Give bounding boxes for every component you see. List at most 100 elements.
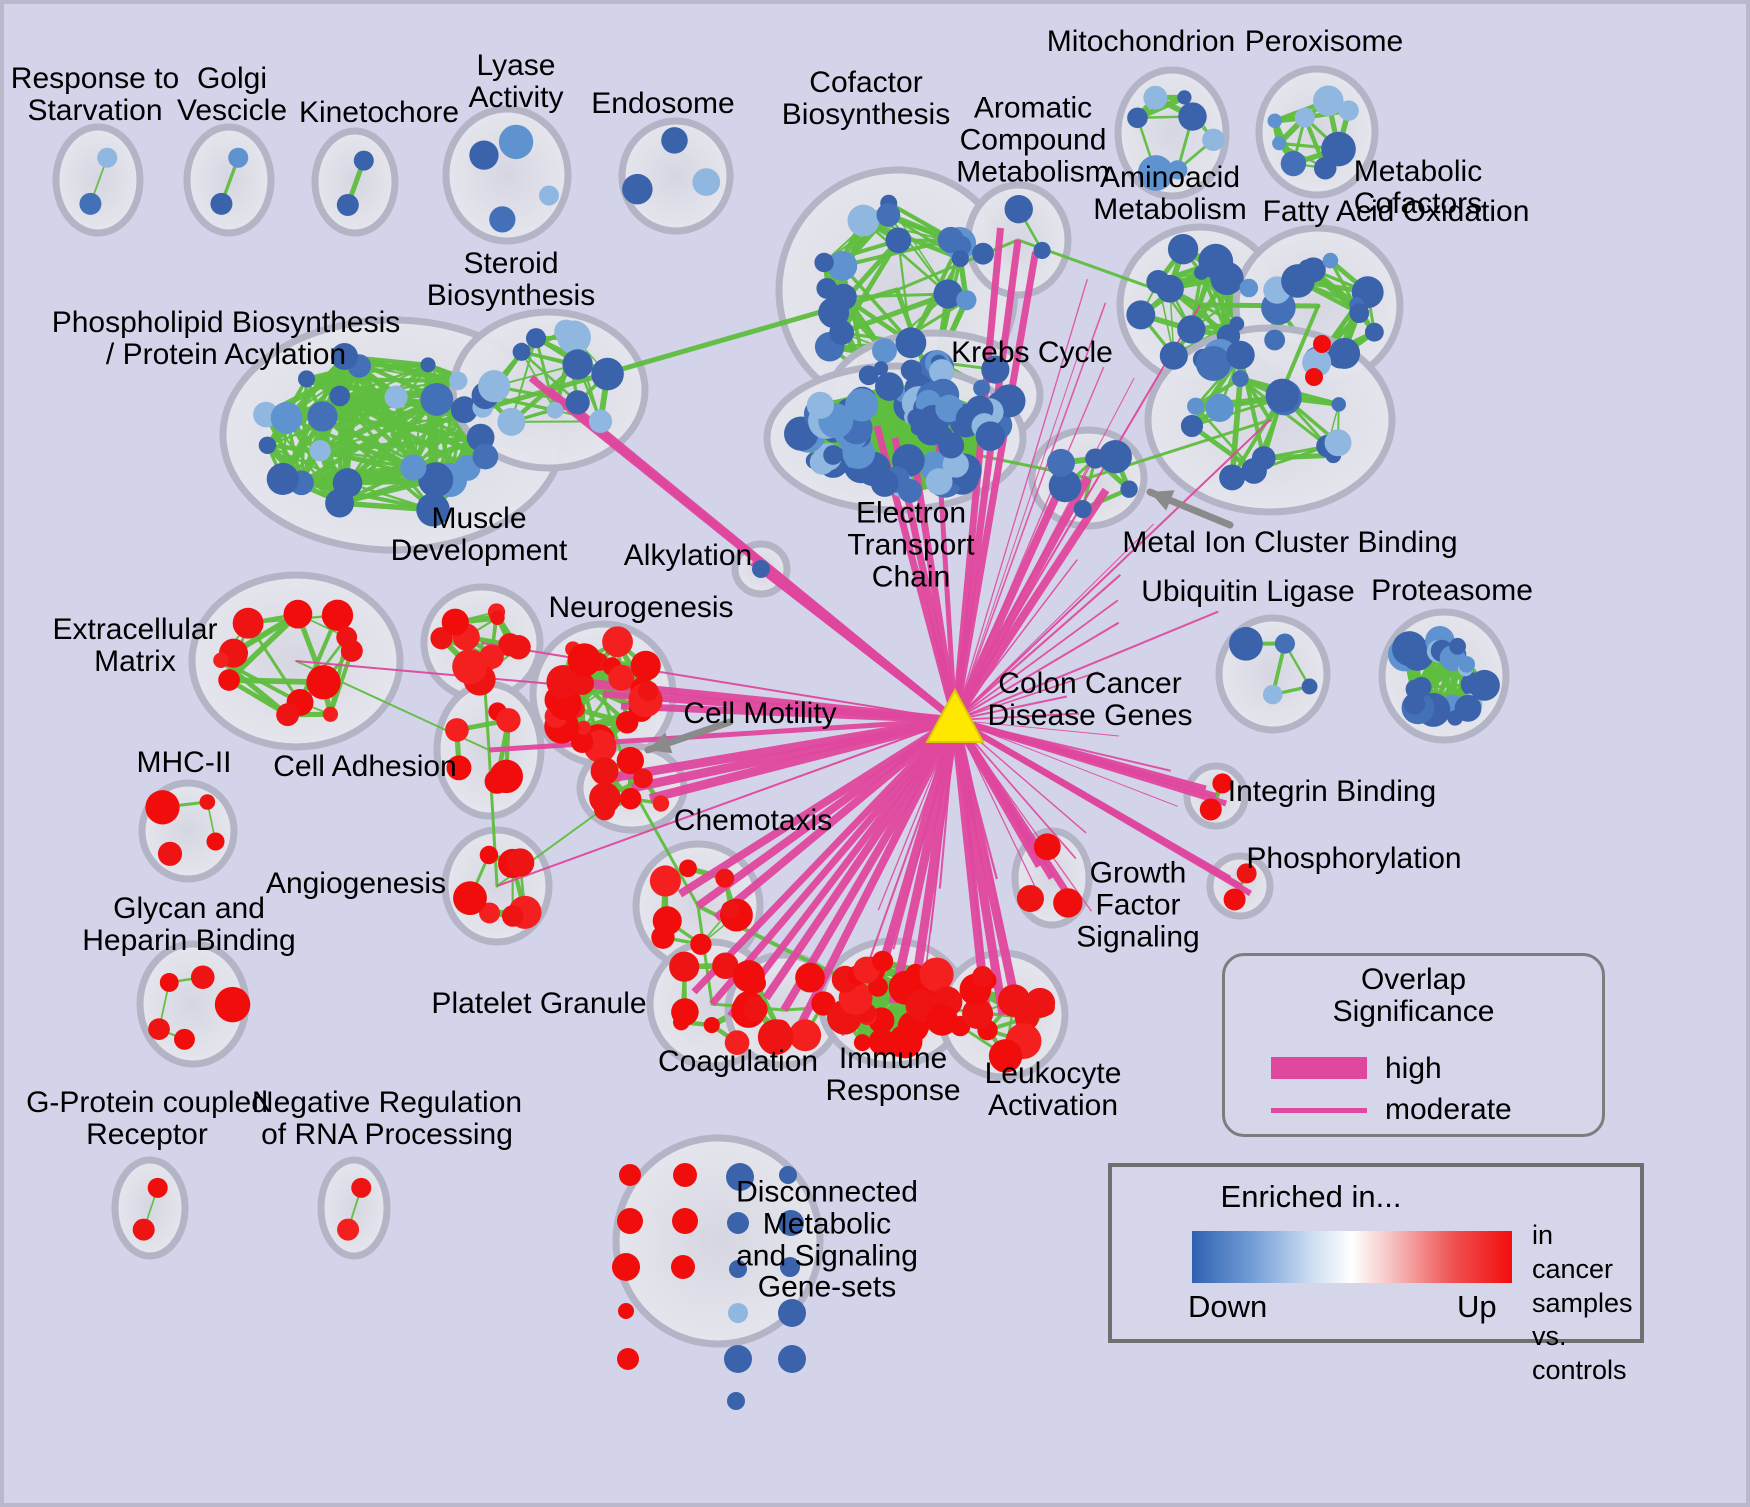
enrichment-legend: Enriched in... Down Up in cancer samples… [1108, 1163, 1644, 1385]
gene-set-node [823, 445, 843, 465]
gene-set-node [97, 147, 118, 168]
gene-set-node [512, 342, 531, 361]
gene-set-node [975, 421, 1006, 451]
gene-set-node [1267, 113, 1283, 128]
gene-set-node [679, 859, 697, 878]
gene-set-node [309, 439, 331, 462]
gene-set-node [576, 720, 591, 736]
hub-edge [713, 716, 958, 922]
gene-set-node [452, 649, 488, 685]
gene-set-node [1178, 102, 1207, 131]
gene-set-node [336, 626, 358, 648]
gene-set-node [1469, 669, 1500, 701]
gene-set-node [615, 711, 639, 734]
hub-edge [620, 702, 956, 724]
gene-set-node [174, 1028, 195, 1050]
gene-set-node [997, 984, 1031, 1017]
gene-set-node [1229, 626, 1263, 661]
gene-set-node [951, 249, 969, 268]
hub-edge [954, 419, 1271, 721]
gene-set-node [1231, 370, 1249, 387]
gene-set-node [885, 227, 912, 254]
gene-set-node [567, 643, 601, 677]
gene-set-node [420, 382, 454, 416]
gene-set-node [266, 462, 299, 496]
gene-set-node [353, 150, 374, 171]
gene-set-node [779, 1166, 797, 1184]
gene-set-node [1219, 464, 1246, 491]
gene-set-node [400, 454, 427, 481]
gene-set-node [157, 841, 183, 866]
gene-set-node [159, 973, 179, 992]
gene-set-node [132, 1218, 155, 1241]
gene-set-node [1199, 798, 1222, 821]
gene-set-node [1229, 316, 1245, 332]
gene-set-node [1167, 233, 1199, 265]
gene-set-node [1236, 863, 1257, 884]
gene-set-node [351, 1177, 372, 1198]
gene-set-node [418, 462, 454, 498]
gene-set-node [692, 168, 721, 196]
gene-set-node [498, 124, 534, 160]
gene-set-node [505, 848, 535, 877]
gene-set-node [875, 372, 904, 401]
gene-set-node [830, 283, 857, 311]
gene-set-node [1305, 368, 1323, 386]
gene-set-node [1016, 884, 1044, 913]
gene-set-node [1073, 500, 1092, 519]
enrichment-side-label: in cancer samples vs. controls [1532, 1220, 1633, 1385]
hub-edges [295, 227, 1271, 1037]
gene-set-node [1120, 480, 1138, 498]
hub-edge [295, 660, 956, 721]
gene-set-node [672, 1208, 698, 1234]
gene-set-node [1392, 631, 1427, 667]
gene-set-node [145, 790, 180, 825]
gene-set-node [873, 361, 889, 376]
significance-high-label: high [1385, 1052, 1442, 1085]
gene-set-node [962, 998, 994, 1030]
gene-set-node [865, 465, 880, 481]
gene-set-node [565, 390, 590, 415]
gene-set-node [1313, 335, 1331, 353]
gene-set-node [1322, 252, 1339, 269]
overlap-significance-legend: Overlap Significance high moderate [1222, 953, 1605, 1137]
gene-set-node [806, 391, 834, 419]
gene-set-node [1202, 128, 1225, 152]
gene-set-node [895, 327, 927, 359]
gene-set-node [617, 1208, 643, 1234]
gene-set-node [479, 902, 501, 924]
gene-set-node [489, 206, 516, 233]
gene-set-node [671, 1255, 695, 1279]
annotation-arrows [644, 488, 1234, 754]
gene-set-node [1331, 397, 1346, 412]
gene-set-node [416, 492, 450, 527]
gene-set-node [715, 868, 735, 888]
gene-set-node [746, 973, 766, 993]
enrichment-down-label: Down [1188, 1289, 1268, 1324]
gene-set-node [1033, 241, 1051, 260]
gene-set-node [1338, 100, 1359, 121]
gene-set-node [925, 468, 953, 495]
gene-set-node [554, 319, 578, 344]
gene-set-node [1280, 150, 1307, 177]
gene-set-node [1046, 448, 1075, 477]
gene-set-node [673, 1163, 697, 1187]
gene-set-node [649, 865, 681, 897]
gene-set-node [307, 401, 338, 432]
gene-set-node [469, 140, 499, 170]
significance-high-swatch [1271, 1057, 1367, 1079]
gene-set-node [778, 1210, 804, 1236]
gene-set-node [988, 1039, 1023, 1073]
gene-set-node [1313, 85, 1344, 116]
gene-set-node [752, 560, 770, 578]
gene-set-node [525, 328, 547, 349]
gene-set-node [1241, 458, 1267, 484]
gene-set-node [479, 845, 499, 865]
gene-set-node [690, 933, 712, 955]
gene-set-node [589, 782, 621, 814]
gene-set-node [506, 635, 531, 660]
significance-moderate-swatch [1271, 1108, 1367, 1113]
gene-set-node [1294, 107, 1315, 128]
gene-set-node [932, 425, 954, 447]
